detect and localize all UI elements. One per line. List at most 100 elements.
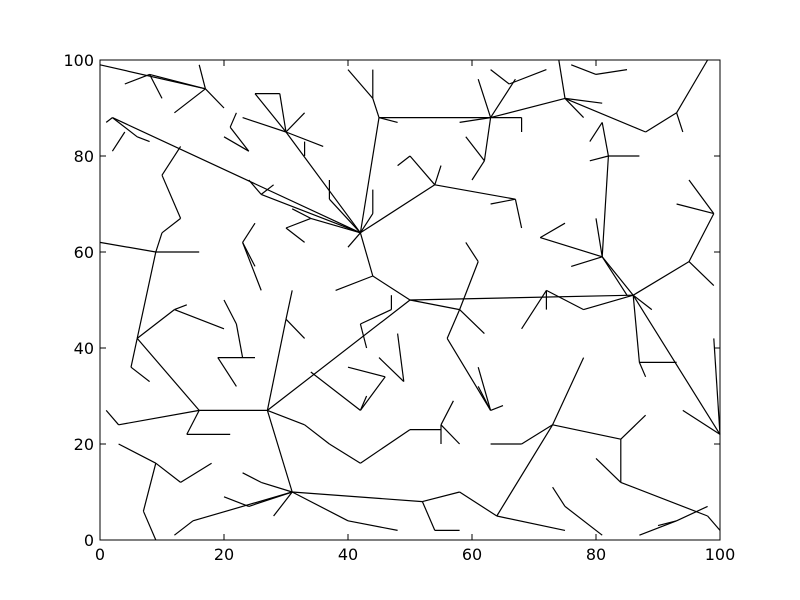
segment-101: [601, 122, 609, 157]
segment-138: [329, 443, 361, 464]
segment-17: [285, 131, 324, 147]
segment-151: [459, 491, 498, 517]
y-axis: 0 20 40 60 80 100: [63, 51, 720, 550]
segment-186: [676, 505, 708, 522]
segment-153: [155, 462, 181, 483]
segment-64: [676, 59, 709, 114]
segment-67: [490, 69, 510, 85]
segment-145: [552, 424, 621, 440]
x-axis: 0 20 40 60 80 100: [95, 60, 735, 564]
segment-31: [372, 98, 380, 118]
segment-98: [601, 155, 609, 257]
segment-34: [378, 117, 398, 123]
segment-179: [440, 400, 454, 426]
segment-89: [713, 338, 721, 435]
segment-5: [174, 88, 206, 114]
segment-44: [347, 232, 361, 248]
segment-128: [422, 491, 460, 503]
segment-177: [477, 386, 492, 411]
segment-134: [285, 290, 293, 320]
x-tick-label: 80: [586, 545, 606, 564]
x-tick-label: 60: [462, 545, 482, 564]
segment-142: [552, 357, 585, 426]
segment-65: [676, 112, 684, 133]
segment-56: [465, 136, 485, 162]
segment-164: [136, 251, 157, 339]
segment-27: [291, 208, 312, 219]
segment-162: [161, 174, 182, 219]
segment-59: [564, 97, 603, 104]
segment-175: [378, 357, 405, 383]
segment-111: [174, 304, 188, 311]
segment-52: [490, 78, 516, 118]
segment-130: [174, 520, 194, 536]
segment-133: [266, 319, 287, 411]
segment-171: [242, 242, 262, 291]
segment-4: [198, 64, 206, 89]
segment-41: [434, 165, 442, 185]
segment-117: [186, 410, 200, 435]
y-tick-label: 100: [63, 51, 94, 70]
segment-24: [248, 179, 262, 195]
segment-157: [118, 443, 157, 464]
segment-87: [632, 294, 721, 435]
segment-173: [360, 309, 392, 325]
segment-187: [595, 69, 628, 75]
segment-68: [409, 294, 634, 301]
segment-131: [248, 491, 293, 507]
segment-113: [130, 338, 138, 368]
segment-109: [136, 338, 200, 411]
segment-73: [446, 338, 492, 411]
segment-174: [359, 323, 368, 349]
segment-53: [459, 117, 491, 123]
segment-114: [130, 366, 150, 383]
segment-62: [564, 97, 646, 133]
segment-126: [421, 501, 436, 531]
segment-185: [639, 520, 677, 536]
segment-90: [632, 295, 640, 363]
segment-8: [112, 117, 138, 138]
segment-106: [310, 371, 361, 411]
segment-69: [409, 299, 460, 311]
segment-168: [235, 323, 244, 358]
segment-84: [688, 179, 715, 214]
segment-154: [180, 462, 212, 483]
segment-135: [285, 318, 306, 339]
segment-178: [477, 367, 492, 411]
segment-63: [645, 112, 677, 133]
segment-80: [571, 256, 603, 267]
segment-76: [601, 256, 634, 296]
segment-60: [558, 59, 566, 99]
y-tick-label: 80: [74, 147, 94, 166]
segment-2: [124, 73, 150, 85]
segment-71: [465, 242, 479, 262]
segment-79: [539, 222, 566, 239]
segment-28: [285, 217, 312, 229]
segment-61: [564, 97, 585, 119]
segment-112: [174, 309, 225, 330]
segment-1: [149, 73, 206, 90]
segment-42: [359, 213, 374, 234]
segment-158: [99, 241, 156, 253]
segment-13: [242, 117, 287, 133]
x-tick-label: 0: [95, 545, 105, 564]
segment-92: [638, 362, 647, 378]
segment-150: [595, 457, 622, 483]
segment-94: [583, 294, 634, 311]
segment-77: [595, 218, 603, 257]
segment-182: [552, 486, 566, 507]
segment-115: [118, 409, 200, 426]
segment-72: [446, 309, 461, 339]
segment-120: [261, 481, 293, 493]
segment-11: [111, 131, 126, 152]
x-tick-label: 100: [705, 545, 736, 564]
segment-141: [496, 424, 554, 517]
segment-39: [514, 199, 523, 229]
segment-137: [304, 424, 330, 445]
segment-58: [490, 97, 566, 119]
segment-49: [335, 275, 374, 291]
segment-74: [490, 405, 504, 411]
segment-86: [688, 261, 715, 287]
segment-6: [204, 88, 225, 109]
